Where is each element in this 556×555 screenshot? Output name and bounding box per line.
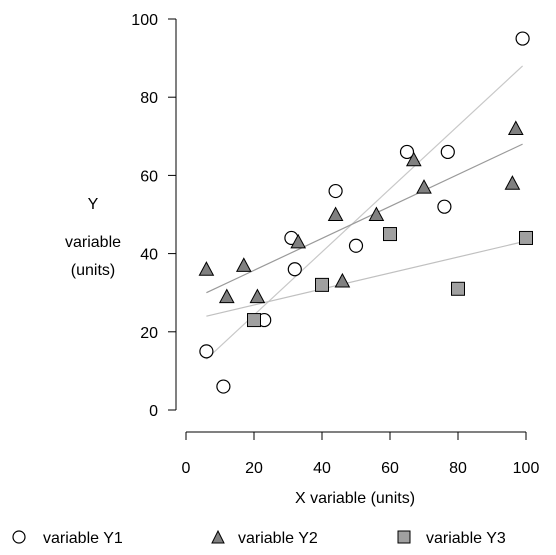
point-y2 — [198, 261, 215, 276]
y-tick-label: 40 — [140, 247, 158, 264]
x-tick-label: 20 — [245, 460, 263, 477]
x-tick-label: 100 — [513, 460, 540, 477]
point-y3 — [383, 227, 397, 242]
point-y2 — [327, 206, 344, 221]
point-y3 — [451, 281, 465, 296]
point-y1 — [440, 144, 455, 160]
trendlines-group — [205, 65, 524, 360]
x-tick-label: 60 — [381, 460, 399, 477]
y-axis-title-line-2: variable — [65, 234, 121, 251]
x-axis-title: X variable (units) — [295, 490, 415, 507]
point-y2 — [249, 288, 266, 304]
point-y1 — [328, 183, 343, 199]
y-axis-title-line-3: (units) — [71, 262, 115, 279]
legend-label-y2: variable Y2 — [238, 530, 318, 547]
point-y2 — [507, 120, 524, 135]
point-y2 — [368, 206, 385, 221]
point-y1 — [199, 344, 214, 359]
trendline-3 — [206, 241, 523, 317]
legend-triangle-marker — [211, 529, 225, 544]
point-y1 — [399, 144, 415, 160]
point-y1 — [437, 199, 452, 214]
point-y2 — [235, 257, 252, 272]
y-tick-label: 60 — [140, 168, 158, 185]
point-y3 — [315, 277, 329, 292]
legend-label-y1: variable Y1 — [43, 530, 123, 547]
point-y1 — [287, 262, 302, 277]
x-tick-label: 80 — [449, 460, 467, 477]
point-y2 — [290, 233, 307, 249]
y-tick-label: 20 — [140, 325, 158, 342]
point-y2 — [218, 288, 235, 304]
y-tick-label: 0 — [149, 403, 158, 420]
points-group — [198, 31, 533, 394]
x-tick-label: 0 — [182, 460, 191, 477]
point-y2 — [416, 179, 432, 194]
axes-group: 0 20 40 60 80 100 0 20 40 60 80 100 — [131, 12, 539, 477]
x-tick-label: 40 — [313, 460, 331, 477]
point-y1 — [348, 238, 364, 253]
trendline-1 — [205, 65, 524, 360]
point-y2 — [334, 272, 351, 288]
y-tick-label: 100 — [131, 12, 158, 29]
y-axis-title-line-1: Y — [88, 196, 99, 213]
legend-circle-marker — [12, 530, 26, 544]
y-tick-label: 80 — [140, 90, 158, 107]
legend-label-y3: variable Y3 — [426, 530, 506, 547]
point-y2 — [405, 151, 422, 167]
point-y3 — [247, 313, 261, 328]
trendline-2 — [206, 143, 523, 294]
legend: variable Y1 variable Y2 variable Y3 — [12, 529, 506, 547]
point-y1 — [216, 379, 231, 394]
point-y2 — [504, 175, 521, 190]
point-y1 — [515, 31, 530, 46]
point-y3 — [519, 230, 533, 245]
legend-square-marker — [397, 530, 411, 544]
